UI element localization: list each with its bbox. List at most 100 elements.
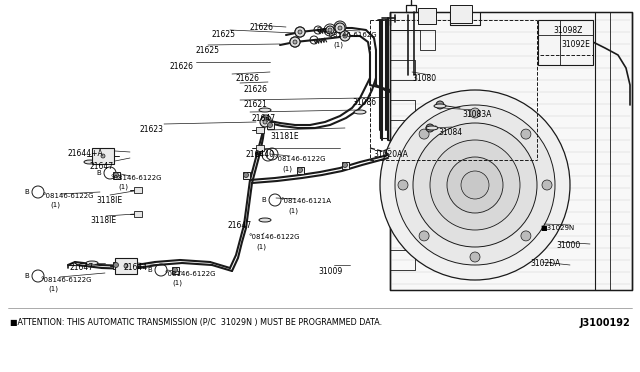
Circle shape [290,37,300,47]
Bar [297,167,304,174]
Text: 3102ÐA: 3102ÐA [530,259,560,268]
Text: (1): (1) [333,41,343,48]
Text: B: B [259,151,263,157]
Circle shape [426,124,434,132]
Text: °08146-6122G: °08146-6122G [42,193,93,199]
Ellipse shape [259,218,271,222]
Text: 21625: 21625 [212,30,236,39]
Text: J3100192: J3100192 [579,318,630,328]
Circle shape [334,21,346,33]
Ellipse shape [354,110,366,114]
Text: °08146-6122G: °08146-6122G [248,234,300,240]
Text: B: B [96,170,101,176]
Bar [92,148,114,164]
Circle shape [293,40,297,44]
Text: 21623: 21623 [140,125,164,134]
Circle shape [340,31,350,41]
Text: B: B [254,152,259,158]
Text: 3118IE: 3118IE [96,196,122,205]
Bar [256,145,264,151]
Circle shape [436,101,444,109]
Bar [256,127,264,133]
Text: B: B [24,273,29,279]
Circle shape [173,267,177,273]
Text: 21647: 21647 [252,114,276,123]
Text: 31009: 31009 [318,267,342,276]
Text: 31083A: 31083A [462,110,492,119]
Text: B: B [261,197,266,203]
Circle shape [243,173,248,177]
Circle shape [342,163,348,167]
Bar [538,20,593,65]
Ellipse shape [426,126,438,130]
Bar [450,5,472,23]
Circle shape [298,167,303,173]
Ellipse shape [86,261,98,265]
Text: 31092E: 31092E [561,40,590,49]
Text: °08146-6162G: °08146-6162G [325,32,376,38]
Text: °08146-6122G: °08146-6122G [110,175,161,181]
Circle shape [261,115,271,125]
Text: 21647: 21647 [228,221,252,230]
Bar [113,262,120,269]
Text: 21626: 21626 [235,74,259,83]
Text: 21644: 21644 [123,263,147,272]
Bar [342,162,349,169]
Circle shape [260,117,270,127]
Bar [390,12,632,290]
Text: 21626: 21626 [244,85,268,94]
Circle shape [295,27,305,37]
Text: 21644+A: 21644+A [68,149,104,158]
Bar [243,172,250,179]
Bar [134,187,142,193]
Text: (1): (1) [48,286,58,292]
Circle shape [101,154,105,158]
Circle shape [380,90,570,280]
Circle shape [447,157,503,213]
Text: (1): (1) [118,184,128,190]
Bar [113,172,120,179]
Text: 31181E: 31181E [270,132,299,141]
Circle shape [295,27,305,37]
Circle shape [395,105,555,265]
Text: 31098Z: 31098Z [553,26,582,35]
Text: 31086: 31086 [352,98,376,107]
Text: 21647: 21647 [70,263,94,272]
Text: 21626: 21626 [250,23,274,32]
Text: ■31029N: ■31029N [540,225,574,231]
Text: °08146-6122G: °08146-6122G [164,271,216,277]
Circle shape [263,120,267,124]
Circle shape [398,180,408,190]
Text: 21625: 21625 [195,46,219,55]
Text: 216440: 216440 [245,150,274,159]
Circle shape [326,26,334,34]
Text: 31000: 31000 [556,241,580,250]
Circle shape [335,23,345,33]
Text: 21626: 21626 [170,62,194,71]
Text: (1): (1) [172,280,182,286]
Text: °08146-6122G: °08146-6122G [274,156,326,162]
Circle shape [521,129,531,139]
Circle shape [338,26,342,30]
Text: B: B [321,28,325,32]
Text: 3118IE: 3118IE [90,216,116,225]
Circle shape [343,34,347,38]
Bar [267,122,274,129]
Bar [172,267,179,274]
Text: B: B [147,267,152,273]
Circle shape [328,28,332,32]
Circle shape [470,108,480,118]
Bar [418,8,436,24]
Bar [115,258,137,274]
Circle shape [113,263,118,267]
Ellipse shape [434,104,446,108]
Text: (1): (1) [256,243,266,250]
Text: 21647: 21647 [90,162,114,171]
Text: °08146-6122G: °08146-6122G [40,277,92,283]
Circle shape [542,180,552,190]
Circle shape [461,171,489,199]
Circle shape [419,129,429,139]
Circle shape [124,264,128,268]
Circle shape [470,252,480,262]
Circle shape [419,231,429,241]
